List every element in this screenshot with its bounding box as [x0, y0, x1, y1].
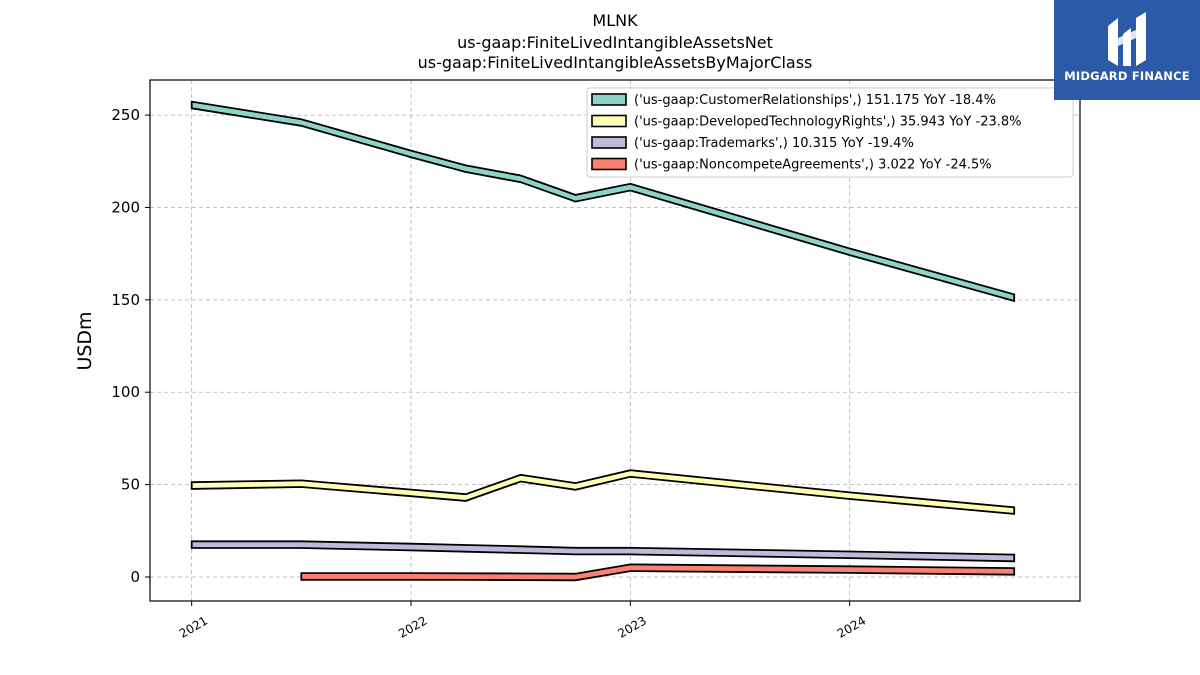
series-band-1 [190, 469, 1016, 515]
series-band-2 [190, 540, 1016, 563]
legend-swatch-3 [591, 157, 627, 171]
legend-frame [586, 87, 1074, 178]
legend: ('us-gaap:CustomerRelationships',) 151.1… [586, 87, 1074, 178]
y-tick-label-0: 0 [130, 568, 140, 586]
title-line-1: MLNK [592, 11, 638, 30]
legend-label-3: ('us-gaap:NoncompeteAgreements',) 3.022 … [634, 158, 992, 173]
legend-swatch-2 [591, 136, 627, 149]
x-tick-label-0: 2021 [177, 613, 210, 640]
y-axis-label: USDm [74, 311, 96, 370]
legend-swatch-0 [591, 93, 627, 106]
y-tick-label-1: 50 [121, 476, 140, 494]
y-axis-ticks: 0 50 100 150 200 250 [111, 106, 150, 586]
legend-label-2: ('us-gaap:Trademarks',) 10.315 YoY -19.4… [634, 136, 914, 151]
x-tick-label-2: 2023 [615, 613, 648, 640]
legend-swatch-1 [591, 114, 627, 128]
title-line-2: us-gaap:FiniteLivedIntangibleAssetsNet [457, 33, 773, 52]
legend-label-1: ('us-gaap:DevelopedTechnologyRights',) 3… [634, 115, 1022, 130]
y-tick-label-3: 150 [111, 291, 140, 309]
chart-title: MLNK us-gaap:FiniteLivedIntangibleAssets… [418, 11, 813, 72]
legend-label-0: ('us-gaap:CustomerRelationships',) 151.1… [634, 93, 996, 108]
y-tick-label-4: 200 [111, 198, 140, 216]
series-band-3 [300, 563, 1016, 582]
series-band-0 [190, 100, 1016, 303]
midgard-logo-icon [1108, 12, 1146, 66]
x-tick-label-1: 2022 [396, 613, 429, 640]
title-line-3: us-gaap:FiniteLivedIntangibleAssetsByMaj… [418, 53, 813, 72]
x-tick-label-3: 2024 [835, 613, 868, 640]
series-bands [190, 100, 1016, 582]
plot-frame [149, 79, 1081, 602]
y-tick-label-5: 250 [111, 106, 140, 124]
x-axis-ticks: 2021 2022 2023 2024 [177, 601, 868, 641]
logo-text: MIDGARD FINANCE [1064, 69, 1190, 83]
y-tick-label-2: 100 [111, 383, 140, 401]
midgard-finance-logo: MIDGARD FINANCE [1054, 0, 1200, 100]
